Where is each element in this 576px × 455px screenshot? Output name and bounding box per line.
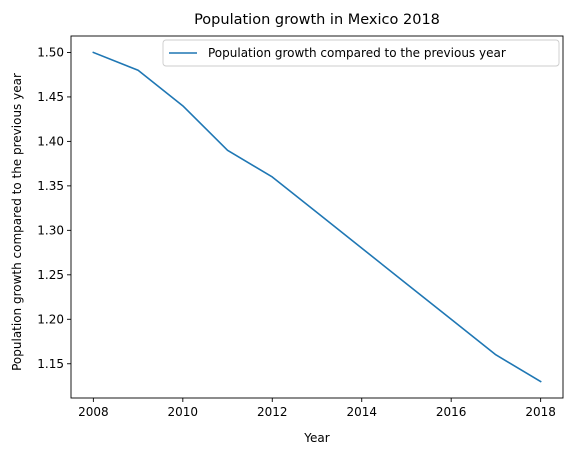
x-axis-label: Year	[303, 431, 329, 445]
y-tick-label-5: 1.40	[37, 134, 64, 148]
y-axis-label: Population growth compared to the previo…	[10, 73, 24, 371]
y-tick-label-2: 1.25	[37, 268, 64, 282]
y-tick-label-1: 1.20	[37, 312, 64, 326]
y-tick-label-7: 1.50	[37, 45, 64, 59]
axes-frame	[70, 35, 564, 399]
y-tick-label-0: 1.15	[37, 357, 64, 371]
y-tick-label-4: 1.35	[37, 179, 64, 193]
y-tick-label-6: 1.45	[37, 90, 64, 104]
x-tick-label-3: 2014	[346, 405, 377, 419]
x-tick-label-4: 2016	[436, 405, 467, 419]
y-tick-label-3: 1.30	[37, 223, 64, 237]
chart-title: Population growth in Mexico 2018	[194, 12, 440, 28]
x-tick-label-1: 2010	[168, 405, 199, 419]
series-line-0	[92, 51, 542, 383]
x-tick-label-2: 2012	[257, 405, 288, 419]
legend-box	[162, 39, 560, 67]
x-tick-label-5: 2018	[525, 405, 556, 419]
x-tick-label-0: 2008	[78, 405, 109, 419]
plot-area: 2008 2010 2012 2014 2016 2018 1.15 1.20 1.25 1.30…	[37, 35, 564, 419]
legend-label-0: Population growth compared to the previo…	[208, 46, 506, 60]
